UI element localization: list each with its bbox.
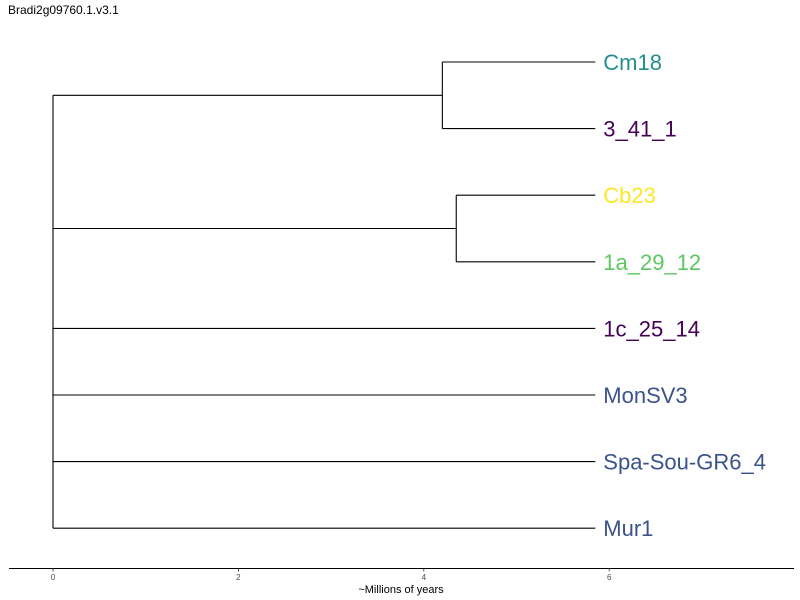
tree-branches xyxy=(52,61,596,529)
x-tick-label-2: 2 xyxy=(236,573,241,582)
x-axis-ticks: 0 2 4 6 xyxy=(51,568,612,582)
tip-label-monsv3: MonSV3 xyxy=(603,383,687,408)
tip-label-1a-29-12: 1a_29_12 xyxy=(603,250,701,275)
x-tick-label-0: 0 xyxy=(51,573,56,582)
tip-labels: Cm18 3_41_1 Cb23 1a_29_12 1c_25_14 MonSV3 Spa-… xyxy=(603,50,766,541)
tip-label-1c-25-14: 1c_25_14 xyxy=(603,316,700,341)
tip-label-spa-sou-gr6-4: Spa-Sou-GR6_4 xyxy=(603,450,766,475)
tip-label-3-41-1: 3_41_1 xyxy=(603,117,676,142)
tip-label-mur1: Mur1 xyxy=(603,516,653,541)
x-tick-label-4: 4 xyxy=(422,573,427,582)
tip-label-cb23: Cb23 xyxy=(603,183,656,208)
plot-title: Bradi2g09760.1.v3.1 xyxy=(8,3,119,17)
tip-label-cm18: Cm18 xyxy=(603,50,662,75)
x-axis-title: ~Millions of years xyxy=(358,584,444,596)
x-tick-label-6: 6 xyxy=(607,573,612,582)
